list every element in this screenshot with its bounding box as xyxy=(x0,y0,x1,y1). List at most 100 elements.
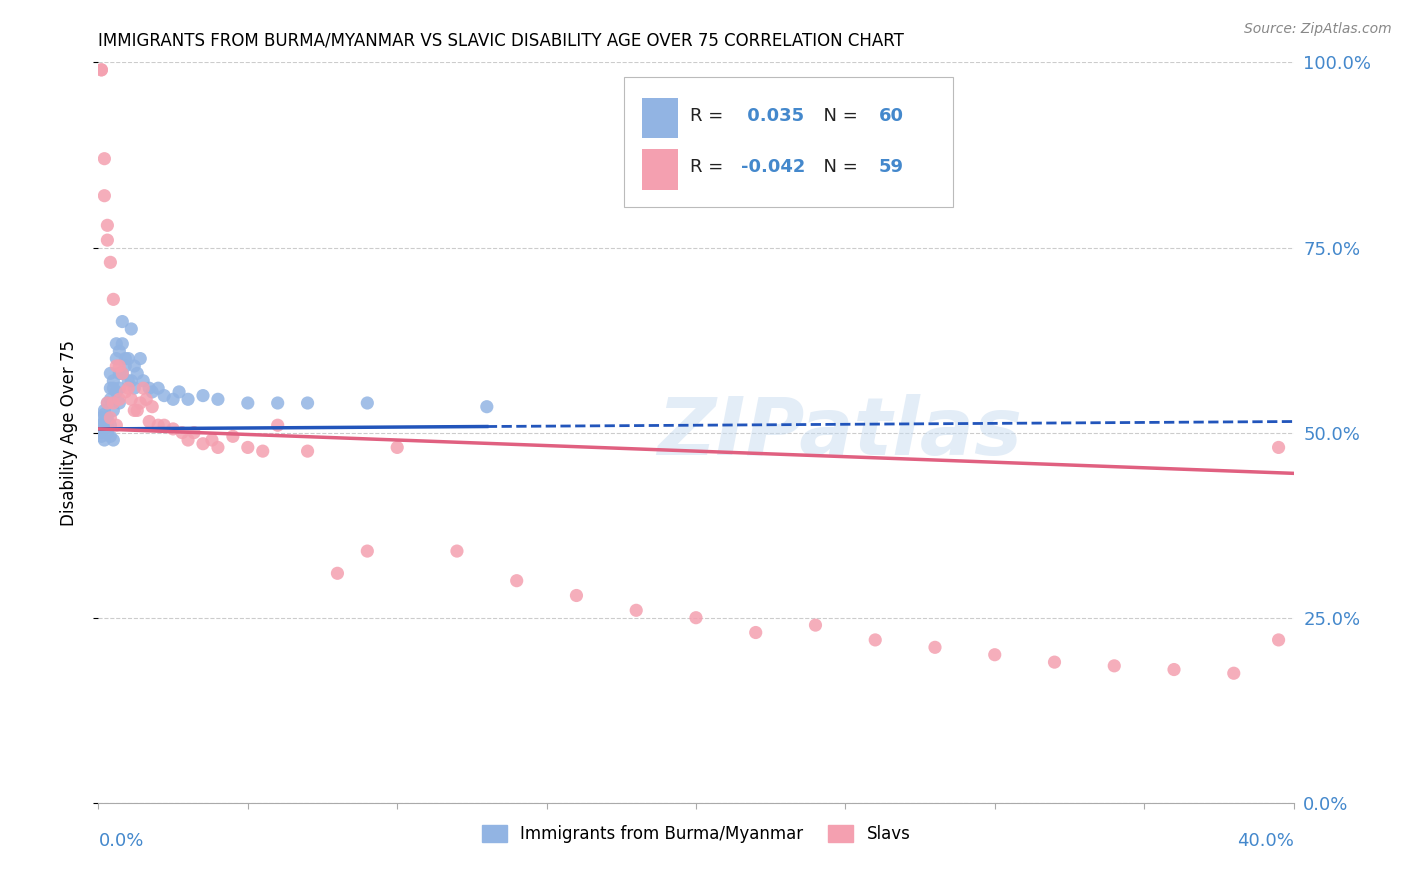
Text: N =: N = xyxy=(811,159,863,177)
Point xyxy=(108,359,131,373)
Point xyxy=(93,422,115,436)
Y-axis label: Disability Age Over 75: Disability Age Over 75 xyxy=(59,340,77,525)
Point xyxy=(153,388,176,402)
Point xyxy=(96,396,118,410)
Point xyxy=(111,367,134,381)
Point xyxy=(124,381,146,395)
Point xyxy=(111,367,134,381)
Point xyxy=(98,392,122,407)
Point xyxy=(98,429,122,443)
Text: ZIPatlas: ZIPatlas xyxy=(657,393,1022,472)
Point xyxy=(103,396,125,410)
Point xyxy=(865,632,887,647)
Point xyxy=(96,396,118,410)
Point xyxy=(745,625,768,640)
Point xyxy=(105,351,128,366)
Point xyxy=(129,396,152,410)
Point xyxy=(1043,655,1066,669)
Point xyxy=(98,381,122,395)
Point xyxy=(93,433,115,447)
Point xyxy=(207,441,229,455)
Point xyxy=(1163,663,1185,677)
Point xyxy=(96,418,118,433)
Point xyxy=(114,351,136,366)
Point xyxy=(565,589,588,603)
Point xyxy=(93,415,115,429)
Point xyxy=(111,336,134,351)
Point xyxy=(167,384,190,399)
Point xyxy=(236,441,259,455)
Point xyxy=(105,418,128,433)
Point xyxy=(103,433,125,447)
Text: N =: N = xyxy=(811,107,863,125)
Point xyxy=(93,152,115,166)
Text: Source: ZipAtlas.com: Source: ZipAtlas.com xyxy=(1244,22,1392,37)
Point xyxy=(297,396,319,410)
Point xyxy=(120,392,142,407)
Point xyxy=(103,374,125,388)
Point xyxy=(138,415,160,429)
Point xyxy=(90,62,112,77)
Point xyxy=(685,610,707,624)
Point xyxy=(177,392,200,407)
Point xyxy=(111,314,134,328)
Point xyxy=(475,400,498,414)
Point xyxy=(252,444,274,458)
Point xyxy=(1223,666,1246,681)
Point xyxy=(93,403,115,417)
Point xyxy=(105,359,128,373)
Point xyxy=(93,188,115,202)
Point xyxy=(90,425,112,440)
Point xyxy=(356,544,378,558)
Point xyxy=(108,392,131,407)
Point xyxy=(90,429,112,443)
Point xyxy=(98,410,122,425)
Point xyxy=(120,374,142,388)
Point xyxy=(117,381,139,395)
Point xyxy=(183,425,205,440)
Bar xyxy=(643,149,678,190)
Point xyxy=(153,418,176,433)
Point xyxy=(124,403,146,417)
Point xyxy=(98,255,122,269)
Text: 40.0%: 40.0% xyxy=(1237,832,1294,850)
Point xyxy=(117,374,139,388)
Text: IMMIGRANTS FROM BURMA/MYANMAR VS SLAVIC DISABILITY AGE OVER 75 CORRELATION CHART: IMMIGRANTS FROM BURMA/MYANMAR VS SLAVIC … xyxy=(98,32,904,50)
Point xyxy=(129,351,152,366)
Point xyxy=(148,418,170,433)
Point xyxy=(1267,632,1289,647)
Point xyxy=(172,425,194,440)
Point xyxy=(236,396,259,410)
Point xyxy=(90,418,112,433)
Point xyxy=(93,418,115,433)
Text: 60: 60 xyxy=(879,107,904,125)
Point xyxy=(108,381,131,395)
Point xyxy=(1267,441,1289,455)
Point xyxy=(267,396,290,410)
Point xyxy=(267,418,290,433)
Text: R =: R = xyxy=(690,159,728,177)
Point xyxy=(132,374,155,388)
Point xyxy=(297,444,319,458)
Point xyxy=(924,640,946,655)
Point xyxy=(141,384,163,399)
Point xyxy=(207,392,229,407)
Point xyxy=(626,603,648,617)
Legend: Immigrants from Burma/Myanmar, Slavs: Immigrants from Burma/Myanmar, Slavs xyxy=(475,819,917,850)
Point xyxy=(148,381,170,395)
Point xyxy=(135,392,157,407)
Point xyxy=(127,367,149,381)
Text: 0.035: 0.035 xyxy=(741,107,804,125)
Text: 59: 59 xyxy=(879,159,904,177)
Point xyxy=(96,410,118,425)
FancyBboxPatch shape xyxy=(624,78,953,207)
Point xyxy=(98,367,122,381)
Point xyxy=(114,359,136,373)
Point xyxy=(108,396,131,410)
Bar xyxy=(643,97,678,138)
Point xyxy=(98,418,122,433)
Point xyxy=(90,62,112,77)
Point xyxy=(446,544,468,558)
Point xyxy=(356,396,378,410)
Point xyxy=(108,344,131,359)
